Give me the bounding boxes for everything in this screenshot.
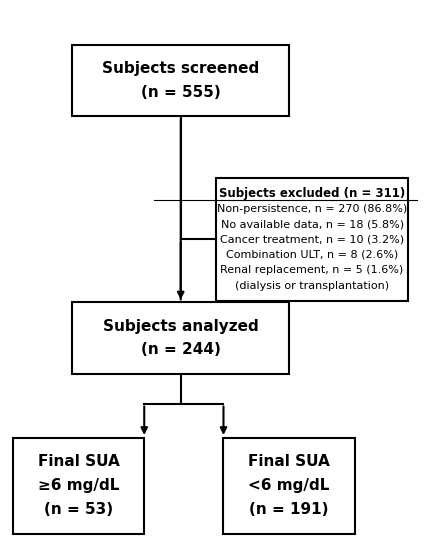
Text: Subjects excluded (n = 311): Subjects excluded (n = 311) (219, 187, 405, 200)
Text: Final SUA: Final SUA (248, 454, 330, 469)
Text: (n = 244): (n = 244) (141, 342, 221, 358)
Text: ≥6 mg/dL: ≥6 mg/dL (38, 478, 119, 493)
Text: <6 mg/dL: <6 mg/dL (249, 478, 330, 493)
FancyBboxPatch shape (13, 438, 144, 534)
Text: (n = 555): (n = 555) (141, 85, 221, 100)
Text: (n = 53): (n = 53) (44, 502, 113, 517)
Text: Subjects screened: Subjects screened (102, 62, 259, 76)
FancyBboxPatch shape (224, 438, 355, 534)
Text: Final SUA: Final SUA (38, 454, 120, 469)
Text: Combination ULT, n = 8 (2.6%): Combination ULT, n = 8 (2.6%) (226, 250, 398, 260)
Text: Subjects analyzed: Subjects analyzed (103, 318, 258, 333)
Text: (dialysis or transplantation): (dialysis or transplantation) (235, 280, 389, 290)
Text: (n = 191): (n = 191) (249, 502, 329, 517)
Text: Cancer treatment, n = 10 (3.2%): Cancer treatment, n = 10 (3.2%) (220, 234, 404, 244)
Text: Non-persistence, n = 270 (86.8%): Non-persistence, n = 270 (86.8%) (217, 204, 407, 213)
Text: Renal replacement, n = 5 (1.6%): Renal replacement, n = 5 (1.6%) (221, 265, 404, 275)
Text: No available data, n = 18 (5.8%): No available data, n = 18 (5.8%) (221, 219, 404, 229)
FancyBboxPatch shape (72, 45, 289, 116)
FancyBboxPatch shape (216, 178, 408, 301)
FancyBboxPatch shape (72, 302, 289, 373)
